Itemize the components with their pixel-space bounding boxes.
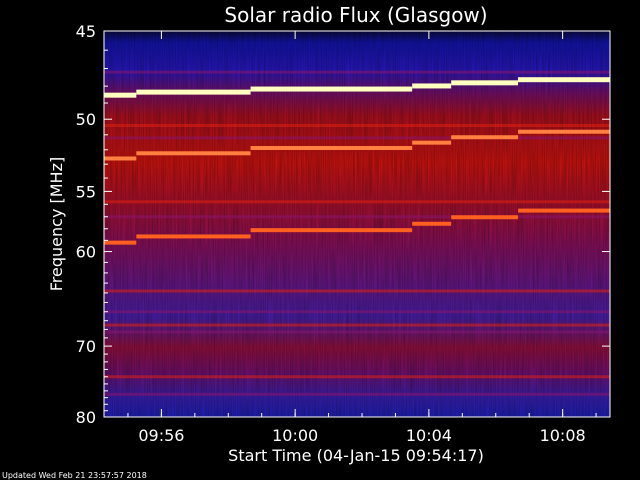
spectral-band	[104, 330, 610, 334]
emission-line-segment	[104, 240, 137, 245]
y-tick-label: 50	[76, 110, 96, 129]
spectral-band	[104, 375, 610, 379]
emission-line-segment	[518, 77, 610, 83]
emission-line-segment	[451, 215, 519, 220]
y-tick-label: 55	[76, 182, 96, 201]
emission-line-segment	[136, 234, 251, 239]
spectral-band	[104, 310, 610, 314]
emission-line-segment	[250, 86, 413, 92]
plot-area	[104, 31, 610, 417]
y-tick-label: 80	[76, 408, 96, 427]
y-tick-label: 70	[76, 337, 96, 356]
emission-line-segment	[104, 156, 137, 161]
emission-line-segment	[250, 228, 413, 233]
emission-line-segment	[518, 129, 610, 134]
plot-frame	[103, 30, 611, 418]
emission-line-segment	[412, 221, 452, 226]
updated-footer: Updated Wed Feb 21 23:57:57 2018	[2, 471, 147, 480]
emission-line-segment	[104, 92, 137, 98]
emission-line-segment	[412, 83, 452, 89]
emission-line-segment	[136, 89, 251, 95]
spectral-band	[104, 124, 610, 128]
y-axis-label: Frequency [MHz]	[47, 157, 66, 291]
spectral-bands	[104, 70, 610, 396]
chart-title: Solar radio Flux (Glasgow)	[224, 3, 487, 27]
y-tick-label: 45	[76, 22, 96, 41]
spectral-band	[104, 323, 610, 327]
x-tick-label: 10:04	[406, 426, 452, 445]
spectral-band	[104, 136, 610, 140]
spectral-band	[104, 200, 610, 204]
x-tick-label: 10:08	[540, 426, 586, 445]
emission-line-segment	[451, 135, 519, 140]
x-axis: 09:56 10:00 10:04 10:08	[127, 31, 597, 445]
y-tick-label: 60	[76, 243, 96, 262]
spectral-band	[104, 215, 610, 219]
spectral-band	[104, 392, 610, 396]
emission-line-segment	[518, 208, 610, 213]
spectrogram-noise	[104, 31, 610, 417]
bright-emission-lines	[104, 77, 610, 245]
spectral-band	[104, 289, 610, 293]
spectral-band	[104, 70, 610, 74]
x-axis-label: Start Time (04-Jan-15 09:54:17)	[228, 446, 484, 465]
emission-line-segment	[412, 140, 452, 145]
emission-line-segment	[451, 80, 519, 86]
x-tick-label: 10:00	[272, 426, 318, 445]
x-tick-label: 09:56	[138, 426, 184, 445]
y-axis: 45 50 55 60 70 80	[76, 22, 610, 427]
emission-line-segment	[136, 151, 251, 156]
emission-line-segment	[250, 146, 413, 151]
